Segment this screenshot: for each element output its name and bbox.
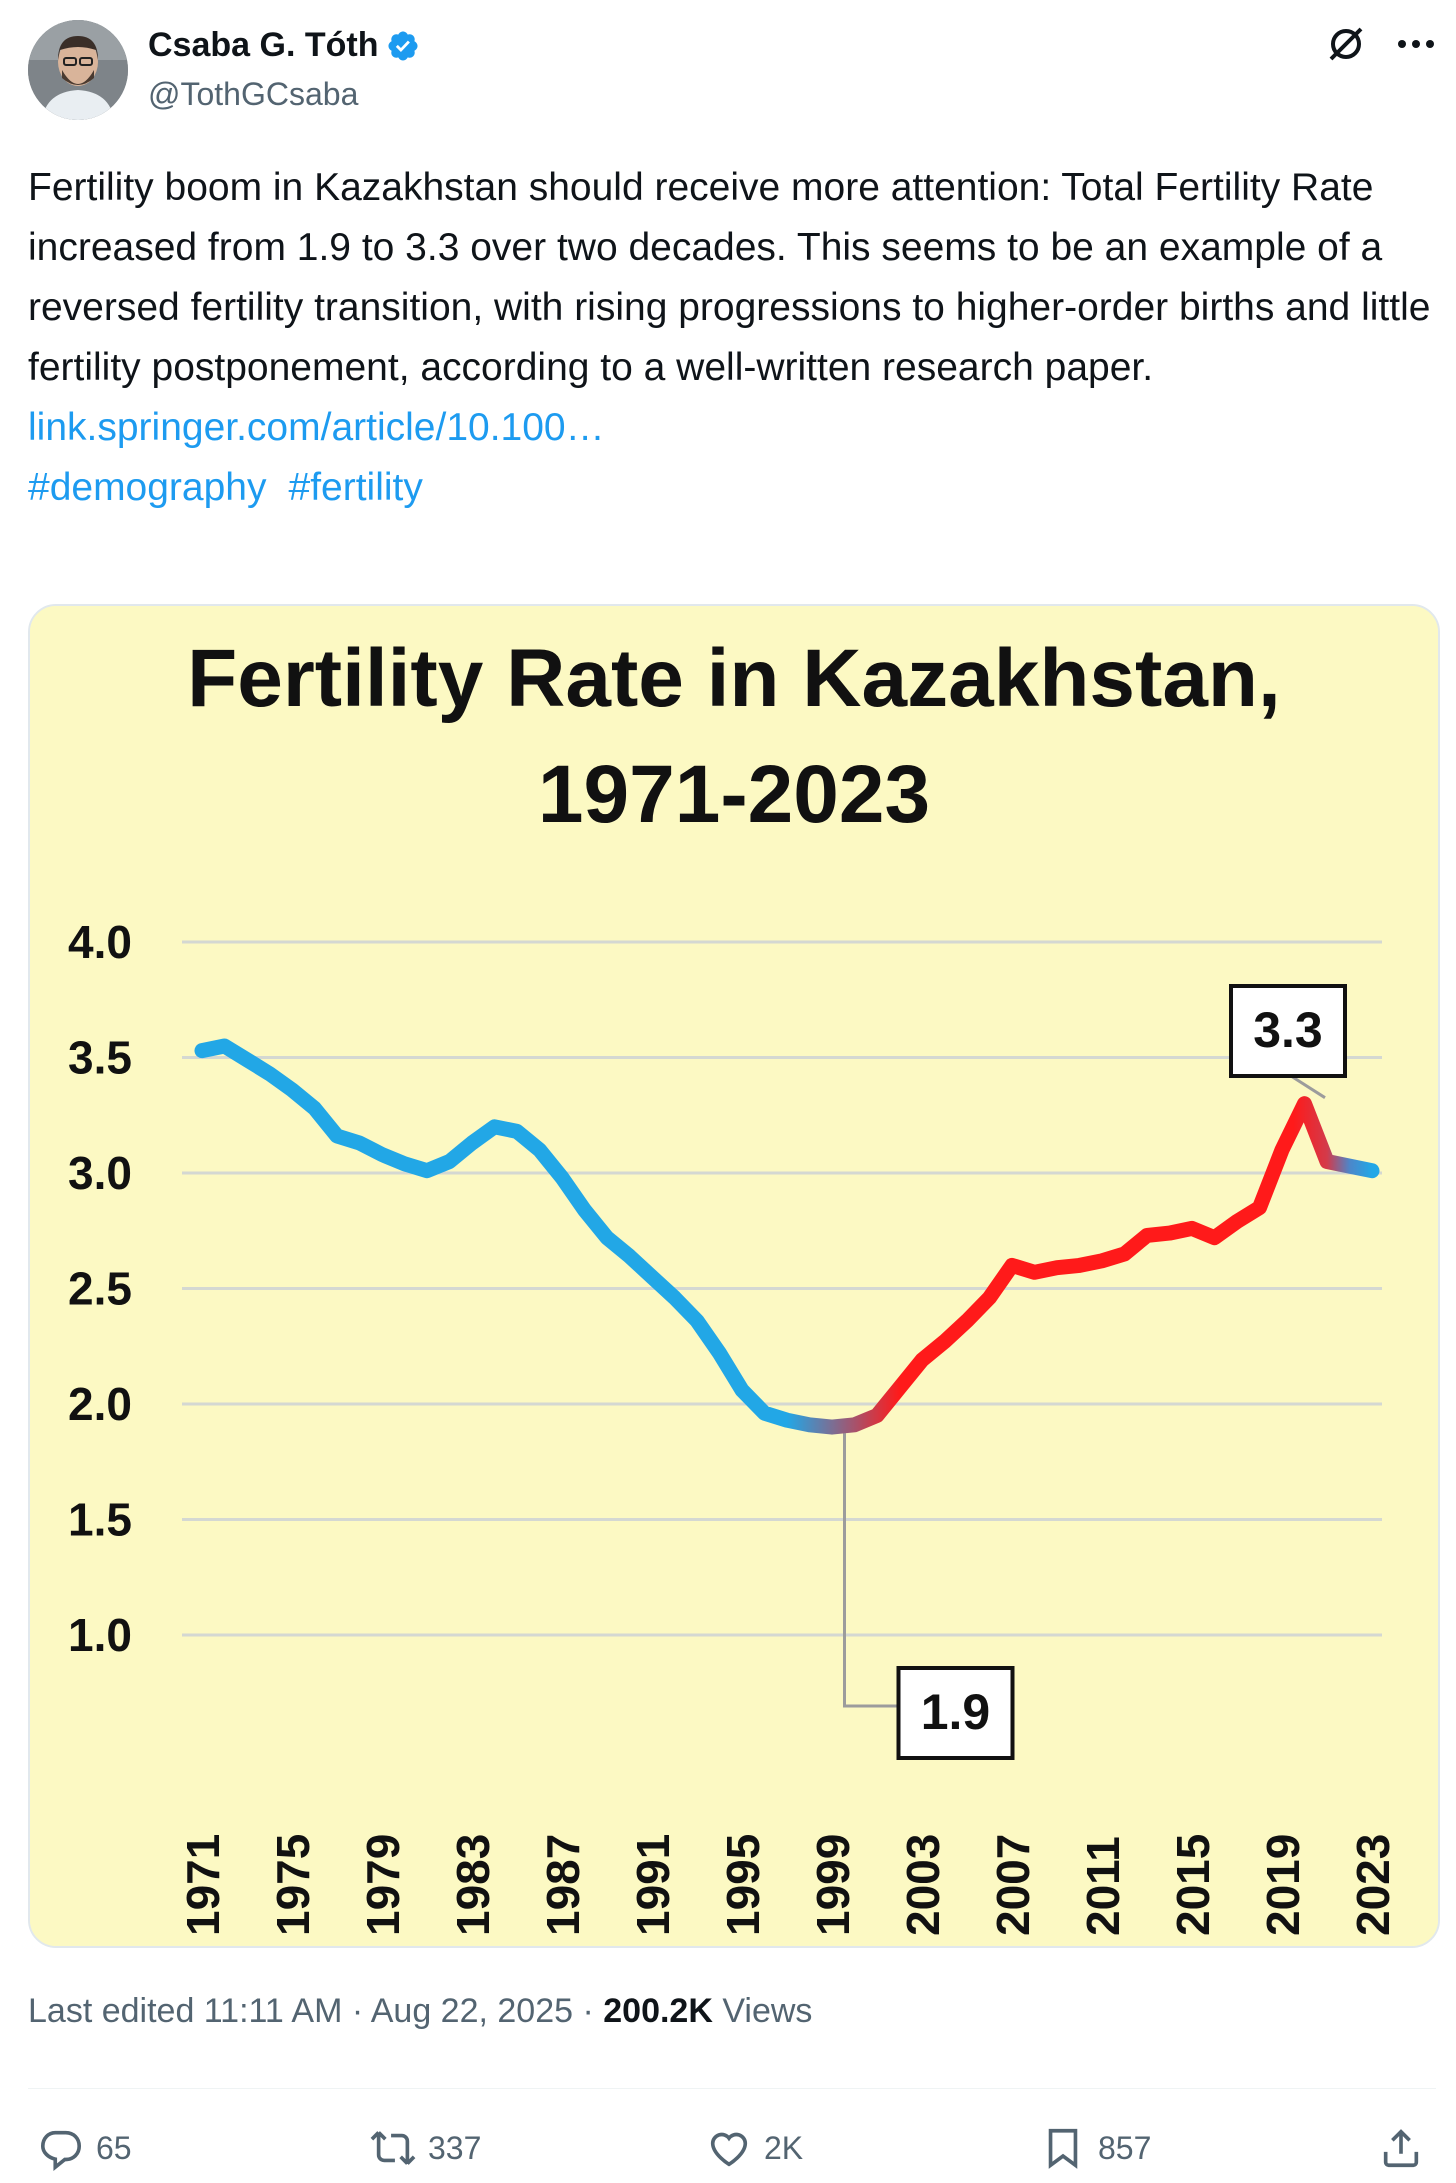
chart-title-line1: Fertility Rate in Kazakhstan,	[187, 633, 1281, 724]
annotation-label: 3.3	[1253, 1002, 1323, 1058]
author-handle[interactable]: @TothGCsaba	[148, 76, 359, 112]
share-button[interactable]	[1378, 2120, 1424, 2176]
x-tick-label: 2007	[987, 1834, 1039, 1936]
chart-background	[30, 606, 1438, 1946]
x-tick-label: 2019	[1257, 1834, 1309, 1936]
x-tick-label: 1971	[177, 1834, 229, 1936]
bookmark-count: 857	[1098, 2129, 1152, 2166]
y-tick-label: 3.5	[68, 1032, 132, 1084]
reply-count: 65	[96, 2129, 132, 2166]
annotation-connector	[843, 1433, 899, 1708]
x-tick-label: 1991	[627, 1834, 679, 1936]
share-icon	[1383, 2129, 1419, 2168]
like-button[interactable]: 2K	[706, 2120, 803, 2176]
annotation-box	[1229, 984, 1347, 1078]
y-tick-label: 2.0	[68, 1378, 132, 1430]
x-tick-label: 1975	[267, 1834, 319, 1936]
more-options-icon[interactable]	[1392, 20, 1440, 68]
divider	[28, 2088, 1436, 2089]
edited-timestamp[interactable]: Last edited 11:11 AM · Aug 22, 2025 ·	[28, 1992, 604, 2030]
hashtag-demography[interactable]: #demography	[28, 466, 267, 509]
fertility-chart: Fertility Rate in Kazakhstan, 1971-2023 …	[30, 606, 1438, 1946]
annotation-label: 1.9	[921, 1684, 991, 1740]
x-tick-label: 2023	[1347, 1834, 1399, 1936]
y-tick-label: 1.5	[68, 1494, 132, 1546]
avatar[interactable]	[28, 20, 128, 120]
fertility-series-line	[194, 1038, 1380, 1435]
x-tick-label: 1999	[807, 1834, 859, 1936]
grok-icon[interactable]	[1322, 20, 1370, 68]
y-tick-label: 4.0	[68, 916, 132, 968]
retweet-button[interactable]: 337	[370, 2120, 481, 2176]
x-tick-label: 1995	[717, 1834, 769, 1936]
annotation-connectors	[843, 1074, 1326, 1708]
annotation-box	[896, 1666, 1015, 1760]
y-tick-label: 1.0	[68, 1609, 132, 1661]
ellipsis-glyph	[1398, 40, 1434, 48]
tweet-body: Fertility boom in Kazakhstan should rece…	[28, 158, 1438, 518]
chart-title-line2: 1971-2023	[538, 749, 930, 840]
x-tick-label: 2015	[1167, 1834, 1219, 1936]
y-axis: 4.0 3.5 3.0 2.5 2.0 1.5 1.0	[68, 916, 132, 1661]
annotation-labels: 1.9 3.3	[896, 984, 1347, 1760]
tweet-text: Fertility boom in Kazakhstan should rece…	[28, 166, 1431, 389]
bookmark-button[interactable]: 857	[1040, 2120, 1151, 2176]
retweet-icon	[370, 2131, 416, 2165]
author-name-text[interactable]: Csaba G. Tóth	[148, 26, 379, 64]
x-tick-label: 1979	[357, 1834, 409, 1936]
heart-icon	[710, 2132, 748, 2167]
y-tick-label: 3.0	[68, 1147, 132, 1199]
retweet-count: 337	[428, 2129, 482, 2166]
views-label: Views	[712, 1992, 813, 2030]
reply-icon	[40, 2130, 82, 2171]
article-link[interactable]: link.springer.com/article/10.100…	[28, 406, 605, 449]
x-tick-label: 2011	[1077, 1836, 1129, 1936]
like-count: 2K	[764, 2129, 804, 2166]
hashtag-fertility[interactable]: #fertility	[288, 466, 423, 509]
x-tick-label: 1987	[537, 1834, 589, 1936]
x-tick-label: 1983	[447, 1834, 499, 1936]
x-tick-label: 2003	[897, 1834, 949, 1936]
avatar-image	[28, 20, 128, 120]
verified-badge-icon	[388, 30, 418, 61]
chart-image[interactable]: Fertility Rate in Kazakhstan, 1971-2023 …	[28, 604, 1440, 1948]
author-name[interactable]: Csaba G. Tóth	[148, 26, 420, 65]
x-axis: 1971 1975 1979 1983 1987 1991 1995 1999 2003 2007…	[177, 1834, 1399, 1936]
grok-glyph	[1329, 27, 1363, 61]
y-tick-label: 2.5	[68, 1263, 132, 1315]
bookmark-icon	[1048, 2128, 1078, 2169]
views-count: 200.2K	[603, 1992, 713, 2030]
reply-button[interactable]: 65	[38, 2120, 132, 2176]
annotation-connector	[1290, 1074, 1326, 1099]
gridlines	[182, 940, 1382, 1637]
tweet-meta: Last edited 11:11 AM · Aug 22, 2025 · 20…	[28, 1992, 812, 2031]
